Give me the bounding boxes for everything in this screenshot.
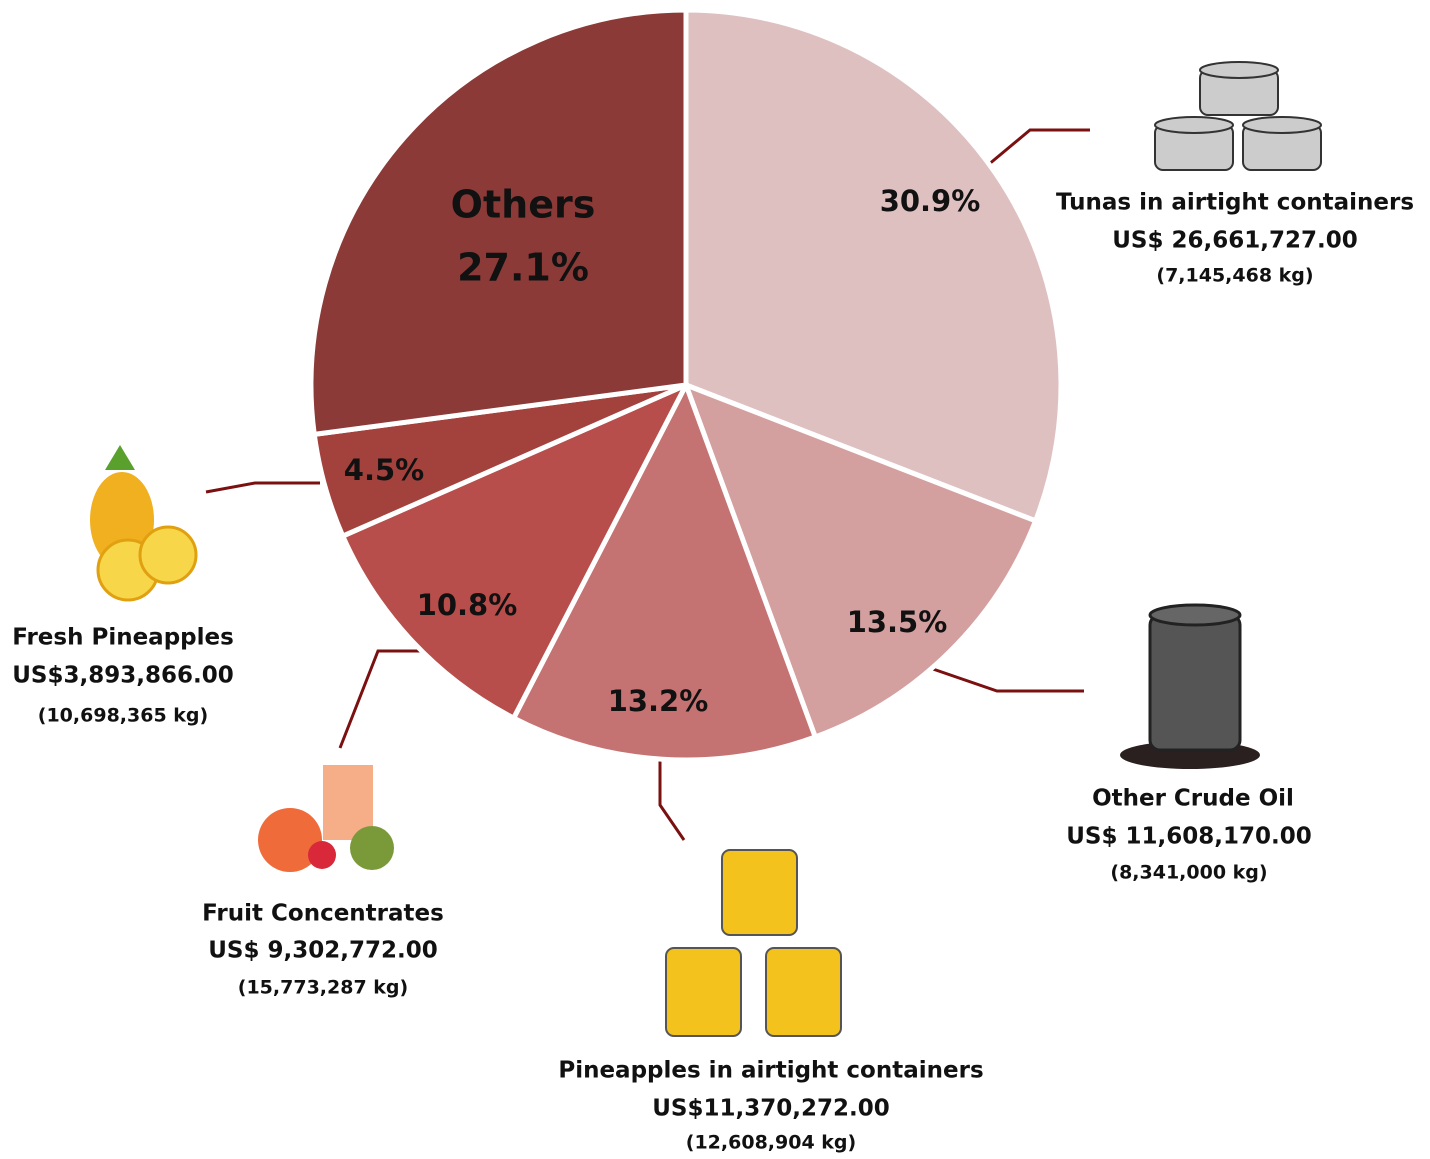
amount-label: US$11,370,272.00 (652, 1096, 890, 1122)
amount-label: US$ 11,608,170.00 (1066, 824, 1312, 850)
weight-label: (15,773,287 kg) (238, 977, 408, 999)
amount-label: US$ 9,302,772.00 (208, 938, 438, 964)
tuna-cans-icon (1155, 62, 1321, 170)
category-label: Pineapples in airtight containers (558, 1058, 983, 1084)
percent-label: 4.5% (344, 453, 424, 487)
fruit-icon (258, 765, 394, 872)
percent-label: 10.8% (417, 588, 518, 622)
category-label: Other Crude Oil (1092, 786, 1294, 812)
percent-label: 30.9% (880, 184, 981, 218)
leader-line (340, 651, 427, 748)
slice-name: Others (451, 183, 596, 227)
weight-label: (12,608,904 kg) (686, 1132, 856, 1154)
pineapple-cans-icon (666, 850, 841, 1036)
category-label: Fresh Pineapples (12, 625, 234, 651)
pineapple-icon (90, 445, 196, 600)
percent-label: 13.2% (608, 684, 709, 718)
category-label: Fruit Concentrates (202, 901, 444, 927)
percent-label: 13.5% (847, 605, 948, 639)
oil-barrel-icon (1120, 605, 1260, 769)
chart: 30.9% Tunas in airtight containers US$ 26,… (0, 0, 1430, 1159)
leader-line (930, 668, 1084, 691)
percent-label: 27.1% (457, 246, 589, 290)
leader-line (988, 130, 1090, 165)
weight-label: (7,145,468 kg) (1156, 265, 1313, 287)
weight-label: (10,698,365 kg) (38, 705, 208, 727)
leader-line (660, 760, 684, 840)
amount-label: US$ 26,661,727.00 (1112, 228, 1358, 254)
weight-label: (8,341,000 kg) (1110, 862, 1267, 884)
amount-label: US$3,893,866.00 (12, 663, 234, 689)
category-label: Tunas in airtight containers (1056, 190, 1414, 216)
leader-line (206, 483, 320, 492)
